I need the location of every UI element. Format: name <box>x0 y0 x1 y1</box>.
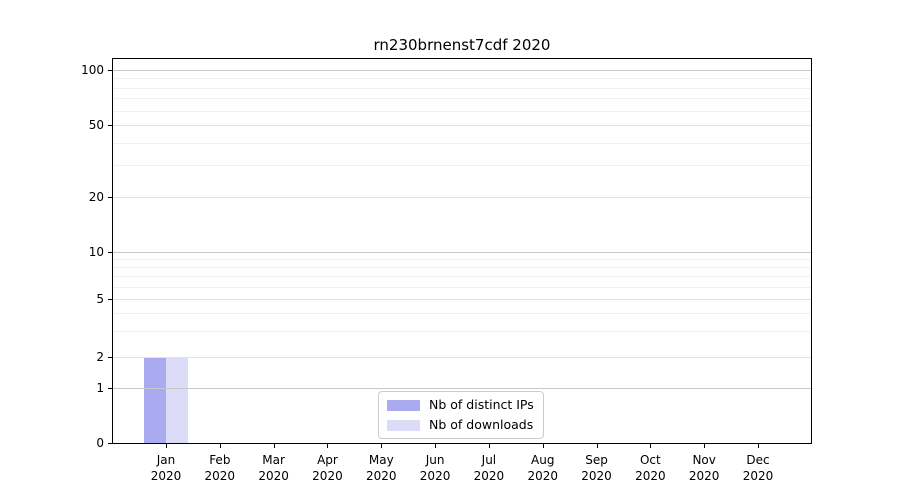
gridline-10 <box>113 252 811 253</box>
x-tick-mark <box>273 444 275 448</box>
y-tick-label: 100 <box>81 63 104 77</box>
y-tick-label: 1 <box>96 381 104 395</box>
y-tick-mark <box>108 299 112 300</box>
chart-title: rn230brnenst7cdf 2020 <box>373 36 551 54</box>
y-tick-mark <box>108 125 112 126</box>
legend-label: Nb of distinct IPs <box>429 397 534 412</box>
x-tick-mark <box>488 444 490 448</box>
x-tick-month: Oct <box>639 453 661 467</box>
x-tick-mark <box>327 444 329 448</box>
legend-row-downloads: Nb of downloads <box>387 417 534 433</box>
x-tick-year: 2020 <box>635 469 666 483</box>
x-tick-label-oct: Oct 2020 <box>620 452 680 484</box>
gridline-20 <box>113 197 811 198</box>
y-tick-mark <box>108 443 112 444</box>
gridline-minor <box>113 331 811 333</box>
x-tick-year: 2020 <box>204 469 236 483</box>
y-tick-mark <box>108 252 112 253</box>
x-tick-year: 2020 <box>150 469 182 483</box>
y-tick-label: 50 <box>88 118 104 132</box>
x-tick-mark <box>758 444 759 448</box>
gridline-minor <box>113 313 811 315</box>
gridline-minor <box>113 98 811 100</box>
x-tick-mark <box>542 444 544 448</box>
x-tick-month: May <box>368 453 394 467</box>
x-tick-label-jul: Jul 2020 <box>459 452 519 484</box>
gridline-5 <box>113 299 811 300</box>
x-tick-month: Dec <box>746 453 770 467</box>
y-tick-label: 5 <box>96 292 104 306</box>
x-tick-month: Feb <box>209 453 231 467</box>
gridline-minor <box>113 142 811 144</box>
x-tick-year: 2020 <box>365 469 397 483</box>
gridline-minor <box>113 110 811 112</box>
x-tick-label-aug: Aug 2020 <box>513 452 573 484</box>
x-tick-label-jun: Jun 2020 <box>405 452 465 484</box>
x-tick-month: Apr <box>317 453 338 467</box>
x-tick-year: 2020 <box>312 469 343 483</box>
y-tick-mark <box>108 197 112 198</box>
legend-label: Nb of downloads <box>429 417 534 432</box>
gridline-minor <box>113 165 811 167</box>
x-tick-month: Aug <box>531 453 555 467</box>
bar-jan-distinct-ips <box>144 357 166 443</box>
x-tick-mark <box>596 444 598 448</box>
x-tick-year: 2020 <box>527 469 558 483</box>
x-tick-mark <box>219 444 221 448</box>
x-tick-label-apr: Apr 2020 <box>297 452 357 484</box>
x-tick-month: Jan <box>156 453 176 467</box>
x-tick-year: 2020 <box>473 469 505 483</box>
gridline-minor <box>113 286 811 288</box>
x-tick-label-dec: Dec 2020 <box>728 452 788 484</box>
gridline-minor <box>113 267 811 269</box>
gridline-50 <box>113 125 811 126</box>
bar-jan-downloads <box>166 357 188 443</box>
y-tick-mark <box>108 70 112 71</box>
y-tick-label: 2 <box>96 350 104 364</box>
x-tick-label-feb: Feb 2020 <box>190 452 250 484</box>
gridline-minor <box>113 259 811 261</box>
plot-area: Nb of distinct IPs Nb of downloads <box>112 58 812 444</box>
gridline-minor <box>113 276 811 278</box>
x-tick-mark <box>166 444 167 448</box>
x-tick-year: 2020 <box>258 469 289 483</box>
x-tick-year: 2020 <box>742 469 774 483</box>
x-tick-year: 2020 <box>688 469 720 483</box>
x-tick-month: Nov <box>692 453 716 467</box>
x-tick-label-sep: Sep 2020 <box>567 452 627 484</box>
y-tick-mark <box>108 388 112 389</box>
gridline-2 <box>113 357 811 358</box>
y-tick-label: 0 <box>96 436 104 450</box>
x-tick-month: Sep <box>585 453 608 467</box>
x-tick-mark <box>704 444 706 448</box>
gridline-minor <box>113 78 811 80</box>
gridline-minor <box>113 87 811 89</box>
x-tick-month: Jun <box>425 453 445 467</box>
x-tick-mark <box>381 444 383 448</box>
legend-row-distinct-ips: Nb of distinct IPs <box>387 397 534 413</box>
x-tick-mark <box>650 444 652 448</box>
x-tick-month: Mar <box>262 453 285 467</box>
x-tick-label-nov: Nov 2020 <box>674 452 734 484</box>
x-tick-year: 2020 <box>419 469 451 483</box>
legend: Nb of distinct IPs Nb of downloads <box>378 391 544 439</box>
x-tick-year: 2020 <box>581 469 612 483</box>
legend-swatch-icon <box>387 399 420 411</box>
y-tick-mark <box>108 357 112 358</box>
x-tick-month: Jul <box>481 453 497 467</box>
x-tick-label-may: May 2020 <box>351 452 411 484</box>
x-tick-label-jan: Jan 2020 <box>136 452 196 484</box>
y-tick-label: 20 <box>88 190 104 204</box>
gridline-1 <box>113 388 811 389</box>
y-tick-label: 10 <box>88 245 104 259</box>
x-tick-mark <box>435 444 437 448</box>
legend-swatch-icon <box>387 419 420 431</box>
gridline-100 <box>113 70 811 71</box>
x-tick-label-mar: Mar 2020 <box>244 452 304 484</box>
